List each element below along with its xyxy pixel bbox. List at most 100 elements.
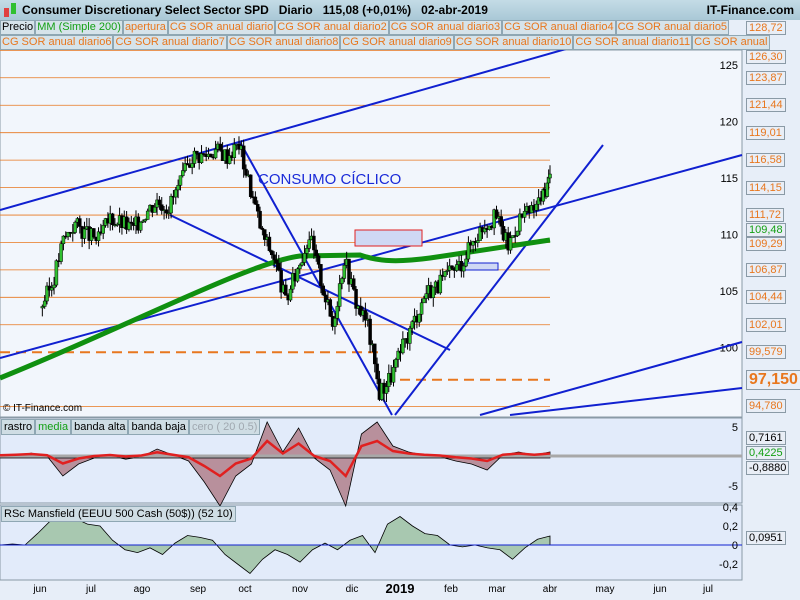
candle-body xyxy=(253,196,258,205)
candle-body xyxy=(522,211,527,218)
candle-body xyxy=(335,306,340,319)
candle-body xyxy=(492,209,496,229)
trend-line xyxy=(394,144,604,416)
candle-body xyxy=(351,278,356,290)
candle-body xyxy=(298,264,302,270)
candle-body xyxy=(157,199,162,205)
legend-item[interactable]: CG SOR anual xyxy=(692,35,770,50)
legend-item[interactable]: MM (Simple 200) xyxy=(35,20,123,35)
candle-body xyxy=(183,163,187,171)
candle-body xyxy=(267,236,272,251)
candle-body xyxy=(92,228,96,238)
candle-body xyxy=(394,359,398,368)
candle-body xyxy=(443,271,447,277)
candle-body xyxy=(262,229,267,240)
price-tick: 120 xyxy=(720,117,738,129)
trend-line xyxy=(479,341,743,416)
candle-body xyxy=(417,314,421,323)
month-tick: jul xyxy=(85,584,97,595)
candle-body xyxy=(279,270,283,293)
candle-body xyxy=(321,285,326,296)
candle-body xyxy=(272,254,276,261)
candle-body xyxy=(373,343,377,365)
level-label: 114,15 xyxy=(746,180,785,195)
candle-body xyxy=(202,153,206,155)
legend-item[interactable]: CG SOR anual diario8 xyxy=(226,35,341,50)
month-tick: 2019 xyxy=(385,581,415,596)
legend-item[interactable]: CG SOR anual diario11 xyxy=(573,35,693,50)
oscillator-legend-item[interactable]: media xyxy=(35,419,72,435)
level-label: 126,30 xyxy=(746,50,786,64)
legend-item[interactable]: CG SOR anual diario6 xyxy=(0,35,114,50)
legend-row-1: Precio MM (Simple 200) apertura CG SOR anua… xyxy=(0,20,730,35)
oscillator-legend-item[interactable]: cero ( 20 0.5) xyxy=(188,419,261,435)
candle-body xyxy=(295,268,300,282)
candle-body xyxy=(483,228,487,233)
candle-body xyxy=(274,259,279,264)
candle-body xyxy=(129,221,134,224)
title-bar: Consumer Discretionary Select Sector SPD… xyxy=(0,0,800,20)
mansfield-legend: RSc Mansfield (EEUU 500 Cash (50$)) (52 … xyxy=(1,506,236,522)
oscillator-legend-item[interactable]: banda baja xyxy=(128,419,189,435)
candle-body xyxy=(52,284,56,289)
copyright: © IT-Finance.com xyxy=(3,403,83,414)
candle-body xyxy=(375,363,379,380)
candle-body xyxy=(195,150,199,154)
oscillator-legend: rastro media banda alta banda baja cero ( 20… xyxy=(1,419,261,435)
level-label: 123,87 xyxy=(746,70,786,85)
oscillator-value: 0,7161 xyxy=(746,431,786,445)
candle-body xyxy=(401,338,405,354)
trend-line xyxy=(169,214,451,351)
candle-body xyxy=(499,216,503,227)
level-label: 99,579 xyxy=(746,345,786,360)
legend-item[interactable]: Precio xyxy=(0,20,36,35)
level-label: 116,58 xyxy=(746,153,785,168)
candle-body xyxy=(178,175,183,186)
candle-body xyxy=(316,255,321,265)
level-label: 111,72 xyxy=(746,208,785,223)
ma-value-label: 109,48 xyxy=(746,223,786,237)
legend-item[interactable]: CG SOR anual diario9 xyxy=(340,35,454,50)
legend-item[interactable]: CG SOR anual diario2 xyxy=(275,20,389,35)
candle-body xyxy=(323,294,328,303)
level-label: 102,01 xyxy=(746,317,786,332)
candle-body xyxy=(258,210,262,229)
candle-body xyxy=(515,230,520,237)
legend-item[interactable]: CG SOR anual diario xyxy=(167,20,276,35)
level-label: 121,44 xyxy=(746,98,786,113)
annotation-text: CONSUMO CÍCLICO xyxy=(258,171,402,188)
oscillator-tick: 5 xyxy=(732,422,738,434)
candlestick-logo-icon xyxy=(4,3,16,17)
candle-body xyxy=(209,153,213,158)
candle-body xyxy=(138,221,143,231)
oscillator-legend-item[interactable]: rastro xyxy=(1,419,36,435)
candle-body xyxy=(73,221,77,233)
candle-body xyxy=(185,163,190,166)
candle-body xyxy=(110,213,115,226)
candle-body xyxy=(396,350,400,360)
candle-body xyxy=(45,285,49,302)
candle-body xyxy=(319,264,323,287)
candle-body xyxy=(450,265,454,269)
candle-body xyxy=(548,173,552,179)
legend-item[interactable]: apertura xyxy=(122,20,168,35)
candle-body xyxy=(40,306,45,309)
candle-body xyxy=(354,289,358,309)
ma-200-line xyxy=(0,237,551,381)
candle-body xyxy=(363,310,368,321)
legend-item[interactable]: CG SOR anual diario4 xyxy=(502,20,616,35)
candle-body xyxy=(508,237,513,251)
candle-body xyxy=(431,286,436,298)
candle-body xyxy=(192,150,197,164)
oscillator-media-line xyxy=(0,439,551,479)
legend-item[interactable]: CG SOR anual diario3 xyxy=(388,20,503,35)
month-tick: nov xyxy=(291,584,309,595)
month-tick: mar xyxy=(488,584,506,595)
legend-item[interactable]: CG SOR anual diario7 xyxy=(113,35,227,50)
oscillator-legend-item[interactable]: banda alta xyxy=(71,419,129,435)
legend-item[interactable]: CG SOR anual diario5 xyxy=(615,20,730,35)
candle-body xyxy=(248,174,253,197)
legend-item[interactable]: CG SOR anual diario10 xyxy=(453,35,574,50)
